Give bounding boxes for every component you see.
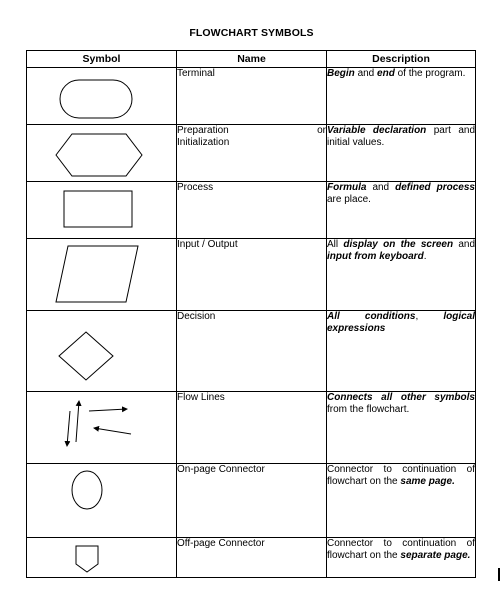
name-cell: Decision [176,310,327,392]
name-cell: On-page Connector [176,463,327,538]
symbol-cell [26,67,177,125]
table-row: Off-page Connector Connector to continua… [26,537,476,578]
process-icon [63,190,133,228]
description-cell: Connects all other symbols from the flow… [326,391,476,464]
terminal-icon [59,79,133,119]
page-title: FLOWCHART SYMBOLS [189,27,314,39]
table-row: Terminal Begin and end of the program. [26,67,476,125]
flowchart-symbols-table: Symbol Name Description Terminal Begin a… [26,50,476,578]
description-cell: Formula and defined process are place. [326,181,476,239]
description-cell: All conditions, logical expressions [326,310,476,392]
page-edge-mark [498,568,500,581]
table-row: Input / Output All display on the screen… [26,238,476,311]
input-output-icon [55,245,139,303]
symbol-cell [26,238,177,311]
description-cell: Connector to continuation of flowchart o… [326,463,476,538]
name-cell: Terminal [176,67,327,125]
preparation-icon [55,133,143,177]
description-cell: Connector to continuation of flowchart o… [326,537,476,578]
name-preparation: Preparation [177,125,229,136]
name-cell: Input / Output [176,238,327,311]
off-page-connector-icon [75,545,99,573]
header-description: Description [326,50,476,68]
header-name: Name [176,50,327,68]
name-cell: Flow Lines [176,391,327,464]
symbol-cell [26,537,177,578]
symbol-cell [26,124,177,182]
table-row: Preparation or Initialization Variable d… [26,124,476,182]
flow-lines-icon [64,400,132,447]
table-row: Flow Lines Connects all other symbols fr… [26,391,476,464]
name-initialization: Initialization [177,137,230,148]
header-symbol: Symbol [26,50,177,68]
on-page-connector-icon [71,470,103,510]
name-cell: Off-page Connector [176,537,327,578]
decision-icon [58,331,114,381]
symbol-cell [26,391,177,464]
symbol-cell [26,463,177,538]
description-cell: Begin and end of the program. [326,67,476,125]
description-cell: Variable declaration part and initial va… [326,124,476,182]
symbol-cell [26,310,177,392]
symbol-cell [26,181,177,239]
table-row: Process Formula and defined process are … [26,181,476,239]
name-or: or [317,125,326,136]
name-cell: Preparation or Initialization [176,124,327,182]
table-row: On-page Connector Connector to continuat… [26,463,476,538]
description-cell: All display on the screen and input from… [326,238,476,311]
name-cell: Process [176,181,327,239]
table-header-row: Symbol Name Description [26,50,476,68]
table-row: Decision All conditions, logical express… [26,310,476,392]
